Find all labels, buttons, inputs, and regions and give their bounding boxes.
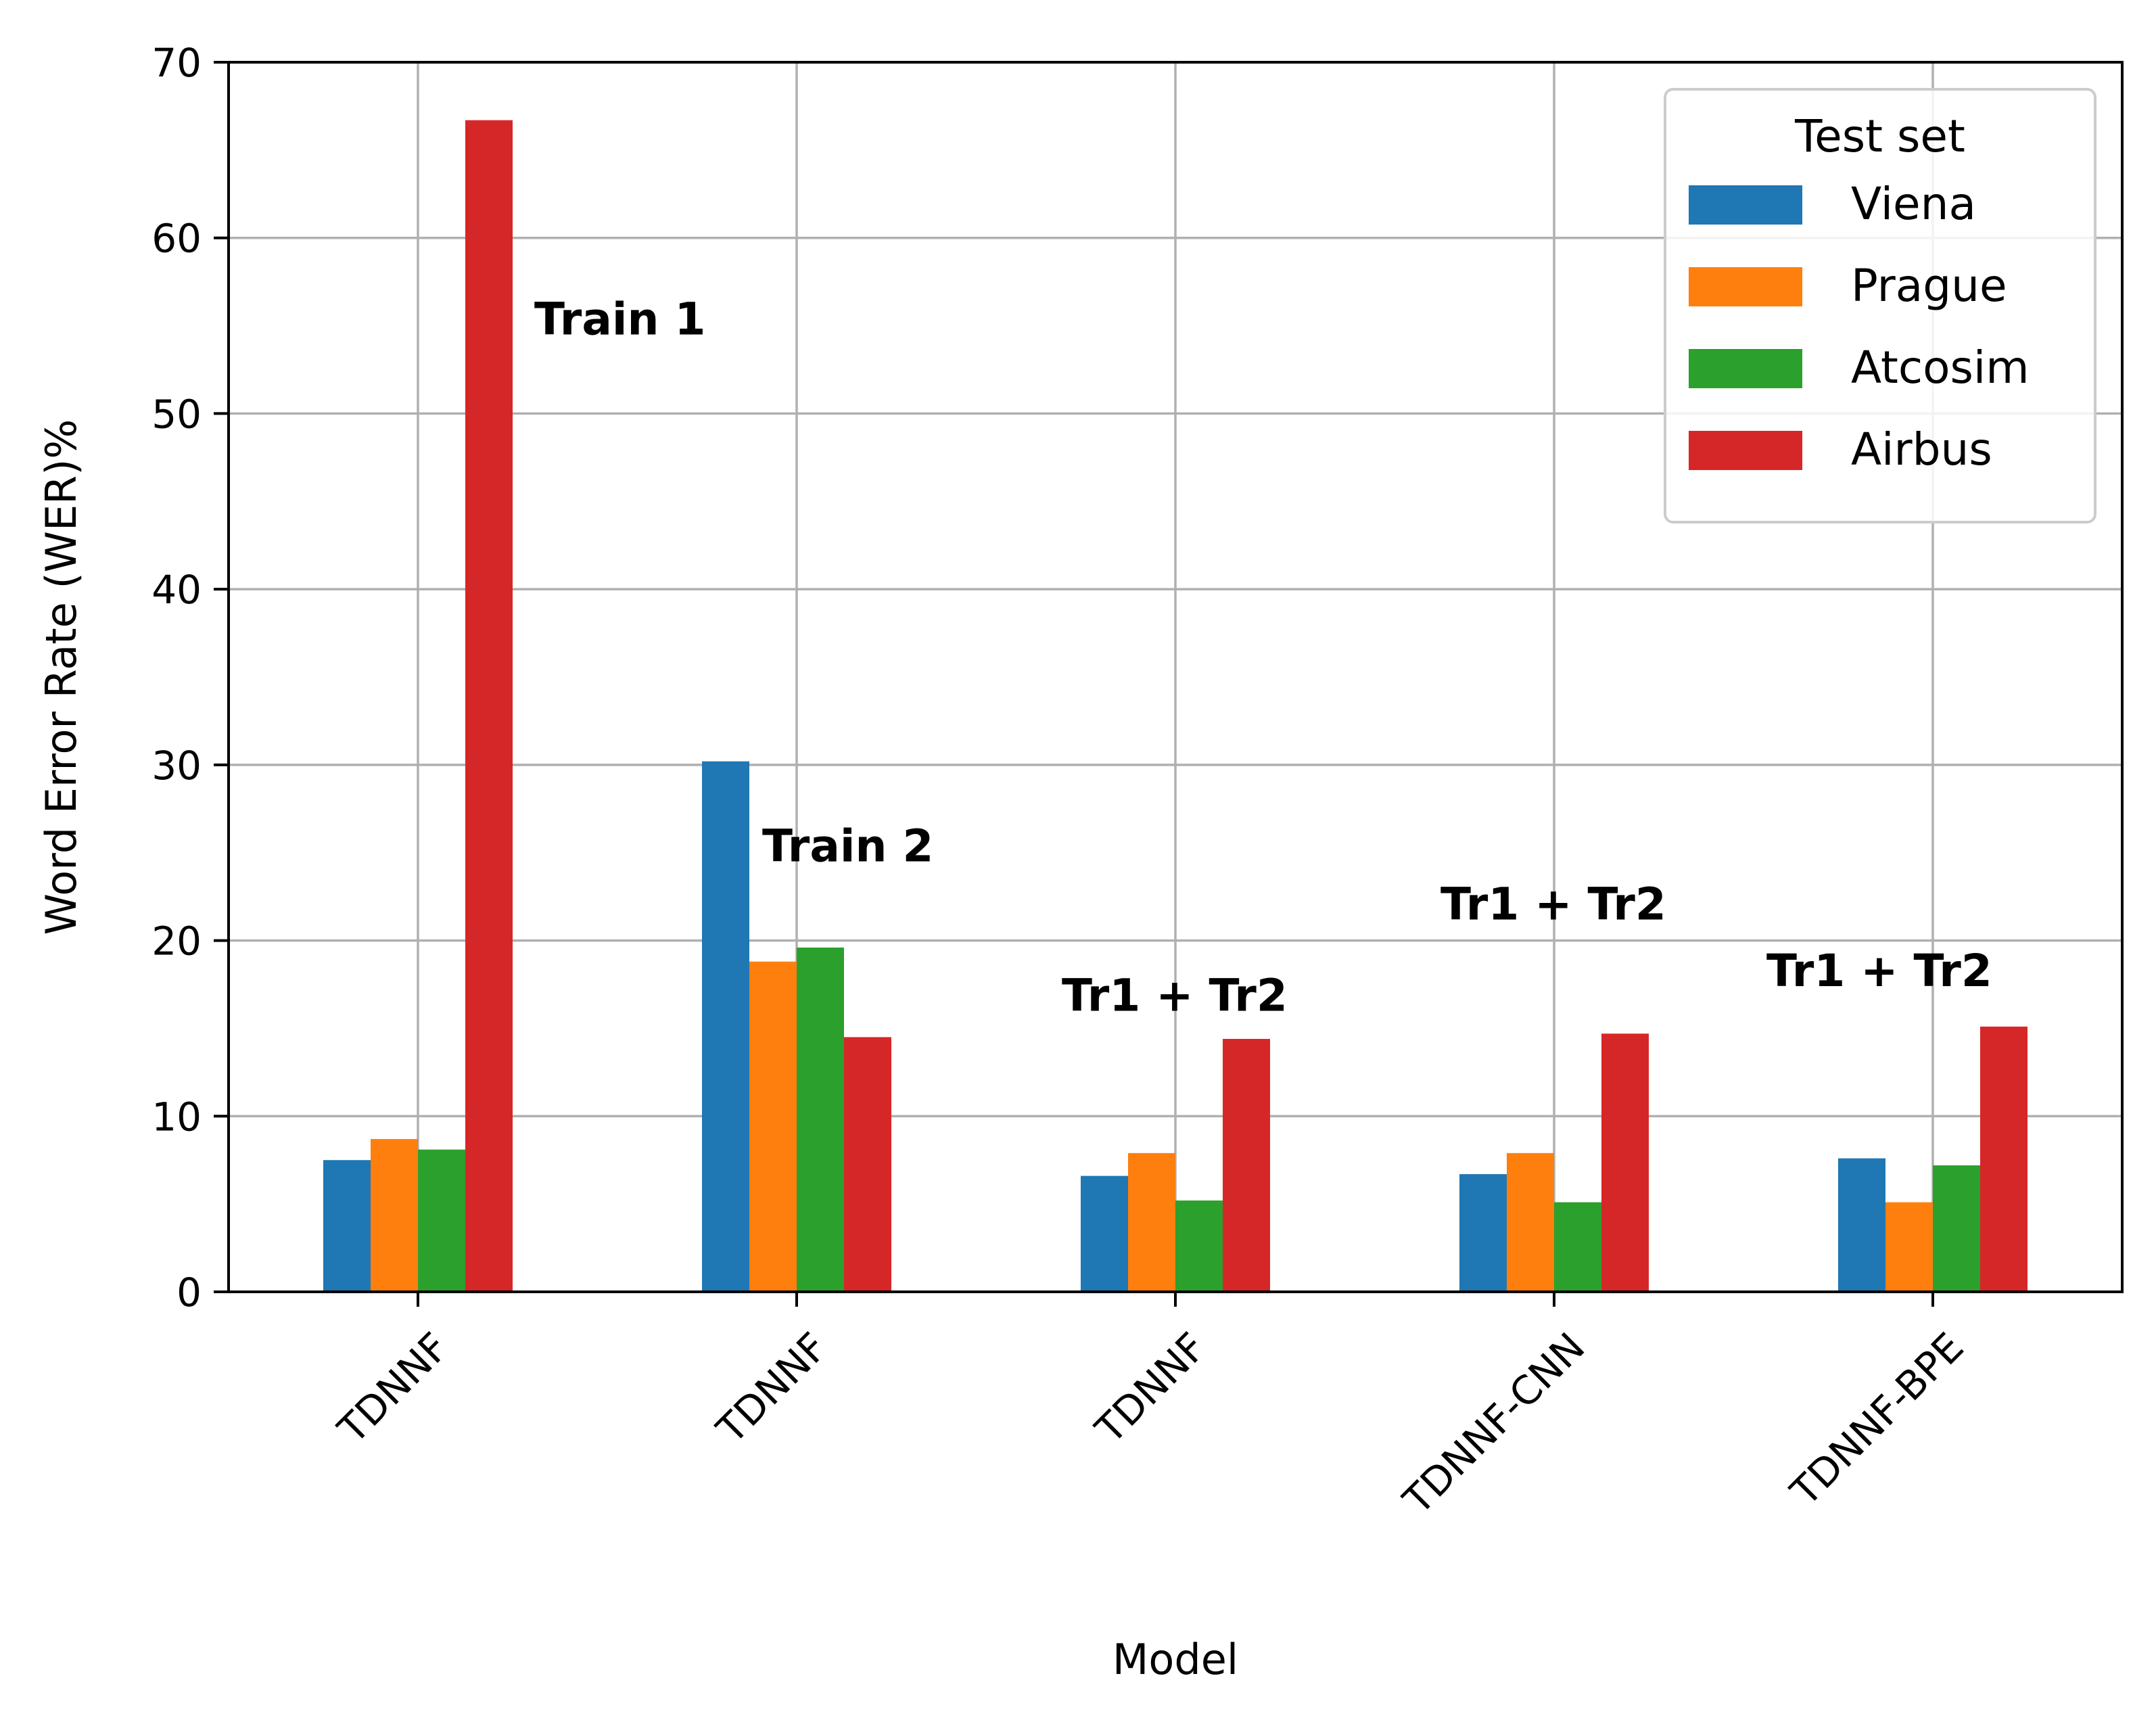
y-axis-title: Word Error Rate (WER)% (37, 419, 86, 935)
y-tick-label: 30 (151, 743, 202, 789)
x-tick-label: TDNNF-BPE (1781, 1324, 1972, 1514)
annotation-label: Tr1 + Tr2 (1766, 945, 1992, 997)
y-axis-ticks: 0 10 20 30 40 50 60 70 (151, 40, 229, 1316)
grid-lines (229, 61, 2122, 1293)
bars (323, 120, 2028, 1293)
x-axis-title: Model (1112, 1635, 1238, 1684)
bar-atcosim-2 (1175, 1200, 1223, 1292)
bar-airbus-0 (465, 120, 513, 1293)
y-tick-label: 70 (151, 40, 202, 86)
bar-airbus-4 (1980, 1026, 2028, 1292)
annotation-label: Tr1 + Tr2 (1062, 969, 1288, 1021)
y-tick-label: 10 (151, 1094, 202, 1140)
x-tick-label: TDNNF-CNN (1394, 1324, 1593, 1523)
bar-prague-1 (749, 961, 797, 1292)
bar-airbus-3 (1601, 1033, 1649, 1292)
legend-title: Test set (1794, 110, 1965, 162)
y-tick-label: 0 (177, 1270, 202, 1316)
bar-annotations: Train 1 Train 2 Tr1 + Tr2 Tr1 + Tr2 Tr1 + Tr… (534, 294, 1992, 1022)
legend-label-prague: Prague (1851, 260, 2007, 312)
bar-viena-3 (1459, 1173, 1507, 1292)
x-tick-label: TDNNF (707, 1324, 836, 1452)
bar-prague-2 (1128, 1153, 1175, 1292)
y-tick-label: 20 (151, 918, 202, 964)
bar-atcosim-1 (797, 947, 844, 1292)
bar-viena-4 (1838, 1158, 1885, 1292)
annotation-label: Train 2 (762, 820, 933, 872)
bar-viena-0 (323, 1160, 371, 1292)
x-axis-ticks: TDNNF TDNNF TDNNF TDNNF-CNN TDNNF-BPE (329, 1292, 1972, 1524)
x-tick-label: TDNNF (329, 1324, 457, 1452)
y-tick-label: 40 (151, 567, 202, 613)
annotation-label: Tr1 + Tr2 (1440, 878, 1666, 930)
bar-prague-4 (1885, 1202, 1933, 1292)
bar-viena-2 (1081, 1176, 1128, 1292)
bar-viena-1 (702, 761, 749, 1292)
x-tick-label: TDNNF (1086, 1324, 1215, 1452)
bar-airbus-2 (1223, 1039, 1270, 1292)
legend-label-viena: Viena (1851, 178, 1976, 230)
legend-label-atcosim: Atcosim (1851, 342, 2030, 394)
legend-swatch-viena (1689, 185, 1802, 225)
legend-label-airbus: Airbus (1851, 423, 1992, 475)
bar-atcosim-3 (1554, 1202, 1601, 1292)
bar-atcosim-0 (418, 1149, 465, 1292)
legend-swatch-airbus (1689, 431, 1802, 470)
bar-prague-3 (1507, 1153, 1554, 1292)
y-tick-label: 60 (151, 216, 202, 262)
bar-prague-0 (371, 1139, 418, 1292)
bar-airbus-1 (844, 1037, 891, 1292)
annotation-label: Train 1 (534, 294, 705, 346)
legend: Test set Viena Prague Atcosim Airbus (1664, 88, 2096, 523)
y-tick-label: 50 (151, 391, 202, 437)
legend-swatch-prague (1689, 267, 1802, 306)
bar-atcosim-4 (1933, 1165, 1980, 1292)
legend-swatch-atcosim (1689, 349, 1802, 388)
